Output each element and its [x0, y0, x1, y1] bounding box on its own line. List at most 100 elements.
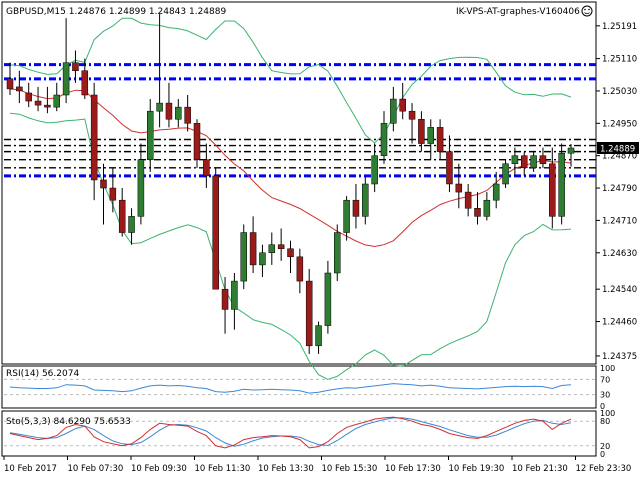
candle	[156, 14, 163, 128]
candle	[175, 99, 182, 128]
time-tick-label: 10 Feb 07:30	[68, 464, 124, 474]
candle	[492, 171, 500, 209]
candle	[371, 143, 378, 193]
candle	[352, 184, 360, 229]
bull-candle-body	[427, 127, 434, 144]
bull-candle-body	[511, 155, 519, 165]
bear-candle-body	[287, 248, 294, 258]
bear-candle-body	[221, 288, 229, 310]
time-tick-label: 10 Feb 13:30	[258, 464, 314, 474]
bear-candle-body	[474, 208, 481, 217]
candle	[399, 82, 406, 120]
candle	[137, 143, 145, 225]
bear-candle-body	[34, 100, 42, 106]
candle	[511, 147, 519, 176]
bull-candle-body	[147, 110, 154, 160]
candle	[380, 111, 388, 164]
bear-candle-body	[399, 98, 406, 112]
bear-candle-body	[81, 70, 89, 96]
bear-candle-body	[44, 104, 51, 108]
bear-candle-body	[249, 232, 257, 266]
time-tick-label: 12 Feb 23:30	[576, 464, 632, 474]
bull-candle-body	[240, 232, 247, 282]
price-tick-label: 1.24790	[602, 184, 637, 194]
bull-candle-body	[502, 163, 509, 185]
candle	[296, 248, 304, 294]
rsi-label: RSI(14) 56.2074	[6, 369, 79, 379]
bear-candle-body	[193, 123, 201, 160]
bull-candle-body	[530, 155, 537, 169]
stoch-tick-label: 20	[600, 442, 610, 451]
bull-candle-body	[492, 183, 500, 201]
candle	[212, 167, 219, 290]
candle	[521, 151, 528, 176]
candle	[455, 163, 463, 209]
candle	[109, 167, 117, 213]
bear-candle-body	[90, 94, 98, 181]
stoch-tick-label: 80	[600, 417, 610, 426]
price-tick-label: 1.24870	[602, 152, 637, 162]
price-tick-label: 1.24375	[602, 352, 637, 362]
candle	[474, 192, 481, 225]
bull-candle-body	[175, 106, 182, 120]
bear-candle-body	[446, 151, 453, 185]
stoch-signal-line	[9, 417, 572, 447]
candle	[483, 192, 491, 221]
price-plot	[4, 14, 596, 380]
bear-candle-body	[296, 256, 304, 282]
bear-candle-body	[464, 191, 472, 209]
rsi-plot	[4, 378, 596, 396]
candle	[34, 86, 42, 112]
candle	[418, 111, 425, 152]
time-tick-label: 10 Feb 09:30	[131, 464, 187, 474]
stochastic-plot	[4, 416, 596, 449]
bull-candle-body	[334, 232, 341, 274]
candle	[408, 103, 416, 144]
stoch-tick-label: 100	[600, 409, 615, 418]
bear-candle-body	[436, 127, 444, 152]
bear-candle-body	[72, 62, 79, 71]
candle	[502, 159, 509, 189]
candle	[240, 224, 247, 290]
candle	[362, 175, 369, 225]
candle	[315, 321, 322, 354]
smiley-icon	[581, 5, 593, 17]
candle	[203, 143, 210, 189]
bollinger-upper-band	[9, 17, 572, 144]
bear-candle-body	[549, 163, 556, 217]
bull-candle-body	[390, 98, 397, 124]
candle	[184, 95, 191, 132]
price-tick-label: 1.24460	[602, 318, 637, 328]
candle	[427, 119, 434, 160]
bear-candle-body	[521, 155, 528, 169]
candle	[62, 18, 70, 104]
candle	[324, 260, 332, 334]
bear-candle-body	[212, 175, 219, 290]
bear-candle-body	[455, 183, 463, 193]
stoch-tick-label: 0	[600, 450, 605, 459]
bull-candle-body	[324, 272, 332, 326]
candle	[231, 273, 238, 330]
bear-candle-body	[16, 86, 23, 92]
price-tick-label: 1.25110	[602, 55, 637, 65]
bear-candle-body	[25, 92, 32, 102]
bull-candle-body	[128, 216, 135, 233]
candle	[343, 196, 350, 241]
bear-candle-body	[6, 78, 14, 90]
candle	[118, 188, 126, 237]
price-tick-label: 1.24950	[602, 119, 637, 129]
axes: 1.24889 1.25191 1.25110 1.25030 1.24950 1.248…	[3, 22, 639, 474]
bear-candle-body	[539, 155, 547, 165]
bear-candle-body	[165, 102, 173, 120]
time-tick-label: 10 Feb 2017	[4, 464, 57, 474]
bull-candle-body	[259, 252, 266, 266]
time-tick-label: 10 Feb 19:30	[449, 464, 505, 474]
time-tick-label: 10 Feb 21:30	[512, 464, 568, 474]
candle	[6, 62, 14, 95]
candle	[259, 244, 266, 278]
candle	[530, 151, 537, 172]
current-price-label: 1.24889	[600, 144, 635, 154]
bull-candle-body	[156, 102, 163, 112]
candle	[334, 224, 341, 282]
